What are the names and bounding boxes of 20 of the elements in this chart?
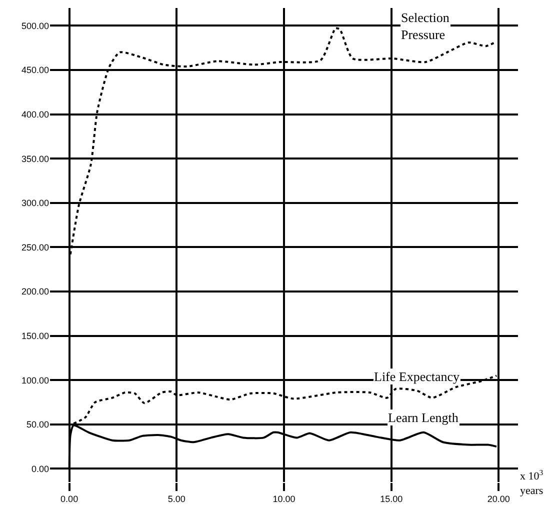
y-tick-label: 150.00	[21, 330, 49, 341]
y-tick-label: 400.00	[21, 109, 49, 120]
x-tick-label: 15.00	[380, 494, 403, 504]
y-tick-label: 450.00	[21, 65, 49, 76]
series-label: Life Expectancy	[374, 369, 460, 384]
series-label: Learn Length	[388, 410, 459, 425]
y-tick-label: 350.00	[21, 154, 49, 164]
series-label: Selection Pressure	[401, 10, 450, 42]
x-axis-title: x 10$^{3}$ years	[520, 468, 544, 497]
x-tick-label: 5.00	[168, 494, 186, 504]
x-tick-label: 10.00	[272, 494, 296, 504]
x-tick-label: 0.00	[60, 494, 78, 504]
x-tick-label: 20.00	[487, 494, 510, 504]
y-tick-label: 200.00	[21, 286, 49, 297]
y-tick-label: 250.00	[21, 242, 49, 252]
y-tick-label: 300.00	[21, 198, 49, 208]
y-tick-label: 50.00	[26, 420, 49, 430]
y-tick-label: 500.00	[21, 20, 49, 31]
y-tick-label: 0.00	[31, 464, 49, 474]
y-tick-label: 100.00	[21, 375, 49, 386]
